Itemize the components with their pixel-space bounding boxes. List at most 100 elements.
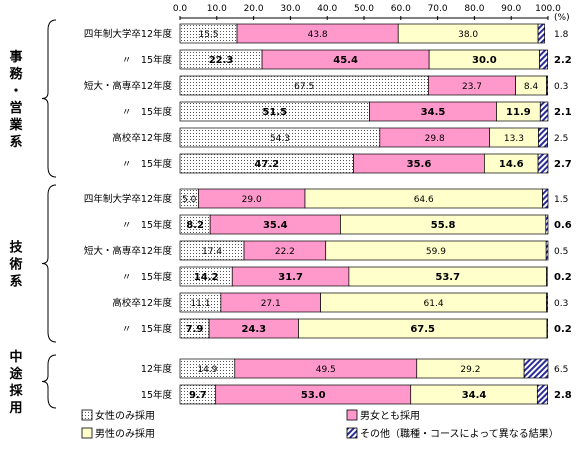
data-label: 55.8 bbox=[431, 220, 456, 231]
data-label: 8.2 bbox=[186, 220, 204, 231]
row-labels: 四年制大学卒12年度 15.5 43.8 38.0 1.8 〃 15年度 22.3 45.4 3… bbox=[84, 28, 572, 401]
data-label: 0.2 bbox=[554, 272, 572, 283]
x-tick-label: 80.0 bbox=[464, 4, 484, 14]
data-label: 14.9 bbox=[197, 365, 217, 375]
data-label: 53.7 bbox=[435, 272, 460, 283]
bar-segment bbox=[539, 49, 548, 70]
data-label: 2.8 bbox=[554, 390, 572, 401]
legend-label: 男性のみ採用 bbox=[95, 427, 155, 440]
data-label: 30.0 bbox=[472, 55, 497, 66]
data-label: 29.2 bbox=[460, 365, 480, 375]
data-label: 35.4 bbox=[263, 220, 288, 231]
data-label: 31.7 bbox=[278, 272, 303, 283]
x-tick-label: 40.0 bbox=[317, 4, 337, 14]
row-label: 高校卒12年度 bbox=[112, 132, 172, 144]
data-label: 0.3 bbox=[554, 299, 568, 309]
data-label: 22.3 bbox=[209, 55, 234, 66]
row-label: 四年制大学卒12年度 bbox=[84, 28, 173, 40]
data-label: 47.2 bbox=[254, 159, 279, 170]
bar-segment bbox=[546, 292, 548, 313]
data-label: 53.0 bbox=[301, 390, 326, 401]
x-tick-label: 100.0 bbox=[535, 4, 561, 14]
data-label: 5.0 bbox=[182, 195, 197, 205]
legend-swatch bbox=[81, 409, 93, 421]
bar-segment bbox=[539, 101, 549, 122]
legend-label: 女性のみ採用 bbox=[95, 409, 155, 422]
group-label: 技術系 bbox=[8, 240, 23, 290]
data-label: 35.6 bbox=[407, 159, 432, 170]
row-label: 〃 15年度 bbox=[122, 54, 173, 66]
bar-segment bbox=[545, 214, 549, 235]
x-tick-label: 60.0 bbox=[391, 4, 411, 14]
unit-label: (%) bbox=[554, 13, 570, 23]
x-tick-label: 10.0 bbox=[207, 4, 227, 14]
x-tick-label: 90.0 bbox=[501, 4, 521, 14]
data-label: 43.8 bbox=[308, 30, 328, 40]
data-label: 11.1 bbox=[190, 299, 210, 309]
legend-label: その他（職種・コースによって異なる結果） bbox=[360, 427, 559, 440]
data-label: 0.2 bbox=[554, 324, 572, 335]
data-label: 14.6 bbox=[499, 159, 524, 170]
row-label: 〃 15年度 bbox=[122, 219, 173, 231]
data-label: 15.5 bbox=[198, 30, 218, 40]
legend-swatch bbox=[346, 409, 358, 421]
x-axis: 0.0 10.0 20.0 30.0 40.0 50.0 60.0 70.0 80.0 90.0 1… bbox=[173, 4, 570, 23]
data-label: 6.5 bbox=[554, 365, 568, 375]
data-label: 34.5 bbox=[421, 107, 446, 118]
bar-segment bbox=[537, 23, 546, 44]
legend-label: 男女とも採用 bbox=[360, 409, 420, 422]
data-label: 24.3 bbox=[241, 324, 266, 335]
bar-segment bbox=[536, 384, 548, 405]
row-label: 〃 15年度 bbox=[122, 323, 173, 335]
data-label: 59.9 bbox=[426, 247, 446, 257]
data-label: 67.5 bbox=[294, 82, 314, 92]
data-label: 64.6 bbox=[414, 195, 434, 205]
x-tick-label: 20.0 bbox=[244, 4, 264, 14]
data-label: 29.0 bbox=[242, 195, 262, 205]
data-label: 1.5 bbox=[554, 195, 568, 205]
group-bracket bbox=[41, 184, 57, 343]
data-label: 17.4 bbox=[202, 247, 222, 257]
x-tick-label: 0.0 bbox=[173, 4, 188, 14]
bar-segment bbox=[538, 127, 548, 148]
data-label: 2.2 bbox=[554, 55, 572, 66]
data-label: 27.1 bbox=[261, 299, 281, 309]
bar-segment bbox=[546, 266, 548, 287]
data-label: 51.5 bbox=[262, 107, 287, 118]
data-label: 2.7 bbox=[554, 159, 572, 170]
row-label: 短大・高専卒12年度 bbox=[84, 245, 173, 257]
data-label: 8.4 bbox=[524, 82, 539, 92]
row-label: 〃 15年度 bbox=[122, 158, 173, 170]
x-tick-label: 30.0 bbox=[280, 4, 300, 14]
data-label: 13.3 bbox=[504, 134, 524, 144]
bar-segment bbox=[545, 240, 549, 261]
legend-swatch bbox=[81, 427, 93, 439]
legend-swatch bbox=[346, 427, 358, 439]
group-label: 中途採用 bbox=[8, 349, 23, 416]
data-label: 0.3 bbox=[554, 82, 568, 92]
group-label: 事務・営業系 bbox=[8, 49, 23, 150]
row-label: 〃 15年度 bbox=[122, 271, 173, 283]
data-label: 34.4 bbox=[462, 390, 487, 401]
bar-segment bbox=[542, 188, 549, 209]
bar-segment bbox=[546, 318, 548, 339]
data-label: 23.7 bbox=[462, 82, 482, 92]
x-tick-label: 50.0 bbox=[354, 4, 374, 14]
data-label: 49.5 bbox=[316, 365, 336, 375]
data-label: 11.9 bbox=[506, 107, 531, 118]
data-label: 0.5 bbox=[554, 247, 568, 257]
bars bbox=[179, 23, 549, 405]
row-label: 高校卒12年度 bbox=[112, 297, 172, 309]
data-label: 29.8 bbox=[425, 134, 445, 144]
data-label: 9.7 bbox=[189, 390, 207, 401]
row-label: 短大・高専卒12年度 bbox=[84, 80, 173, 92]
data-label: 14.2 bbox=[194, 272, 219, 283]
bar-segment bbox=[537, 153, 549, 174]
group-bracket bbox=[41, 354, 57, 409]
data-label: 7.9 bbox=[186, 324, 204, 335]
data-label: 61.4 bbox=[424, 299, 444, 309]
data-label: 54.3 bbox=[270, 134, 290, 144]
row-label: 〃 15年度 bbox=[122, 106, 173, 118]
